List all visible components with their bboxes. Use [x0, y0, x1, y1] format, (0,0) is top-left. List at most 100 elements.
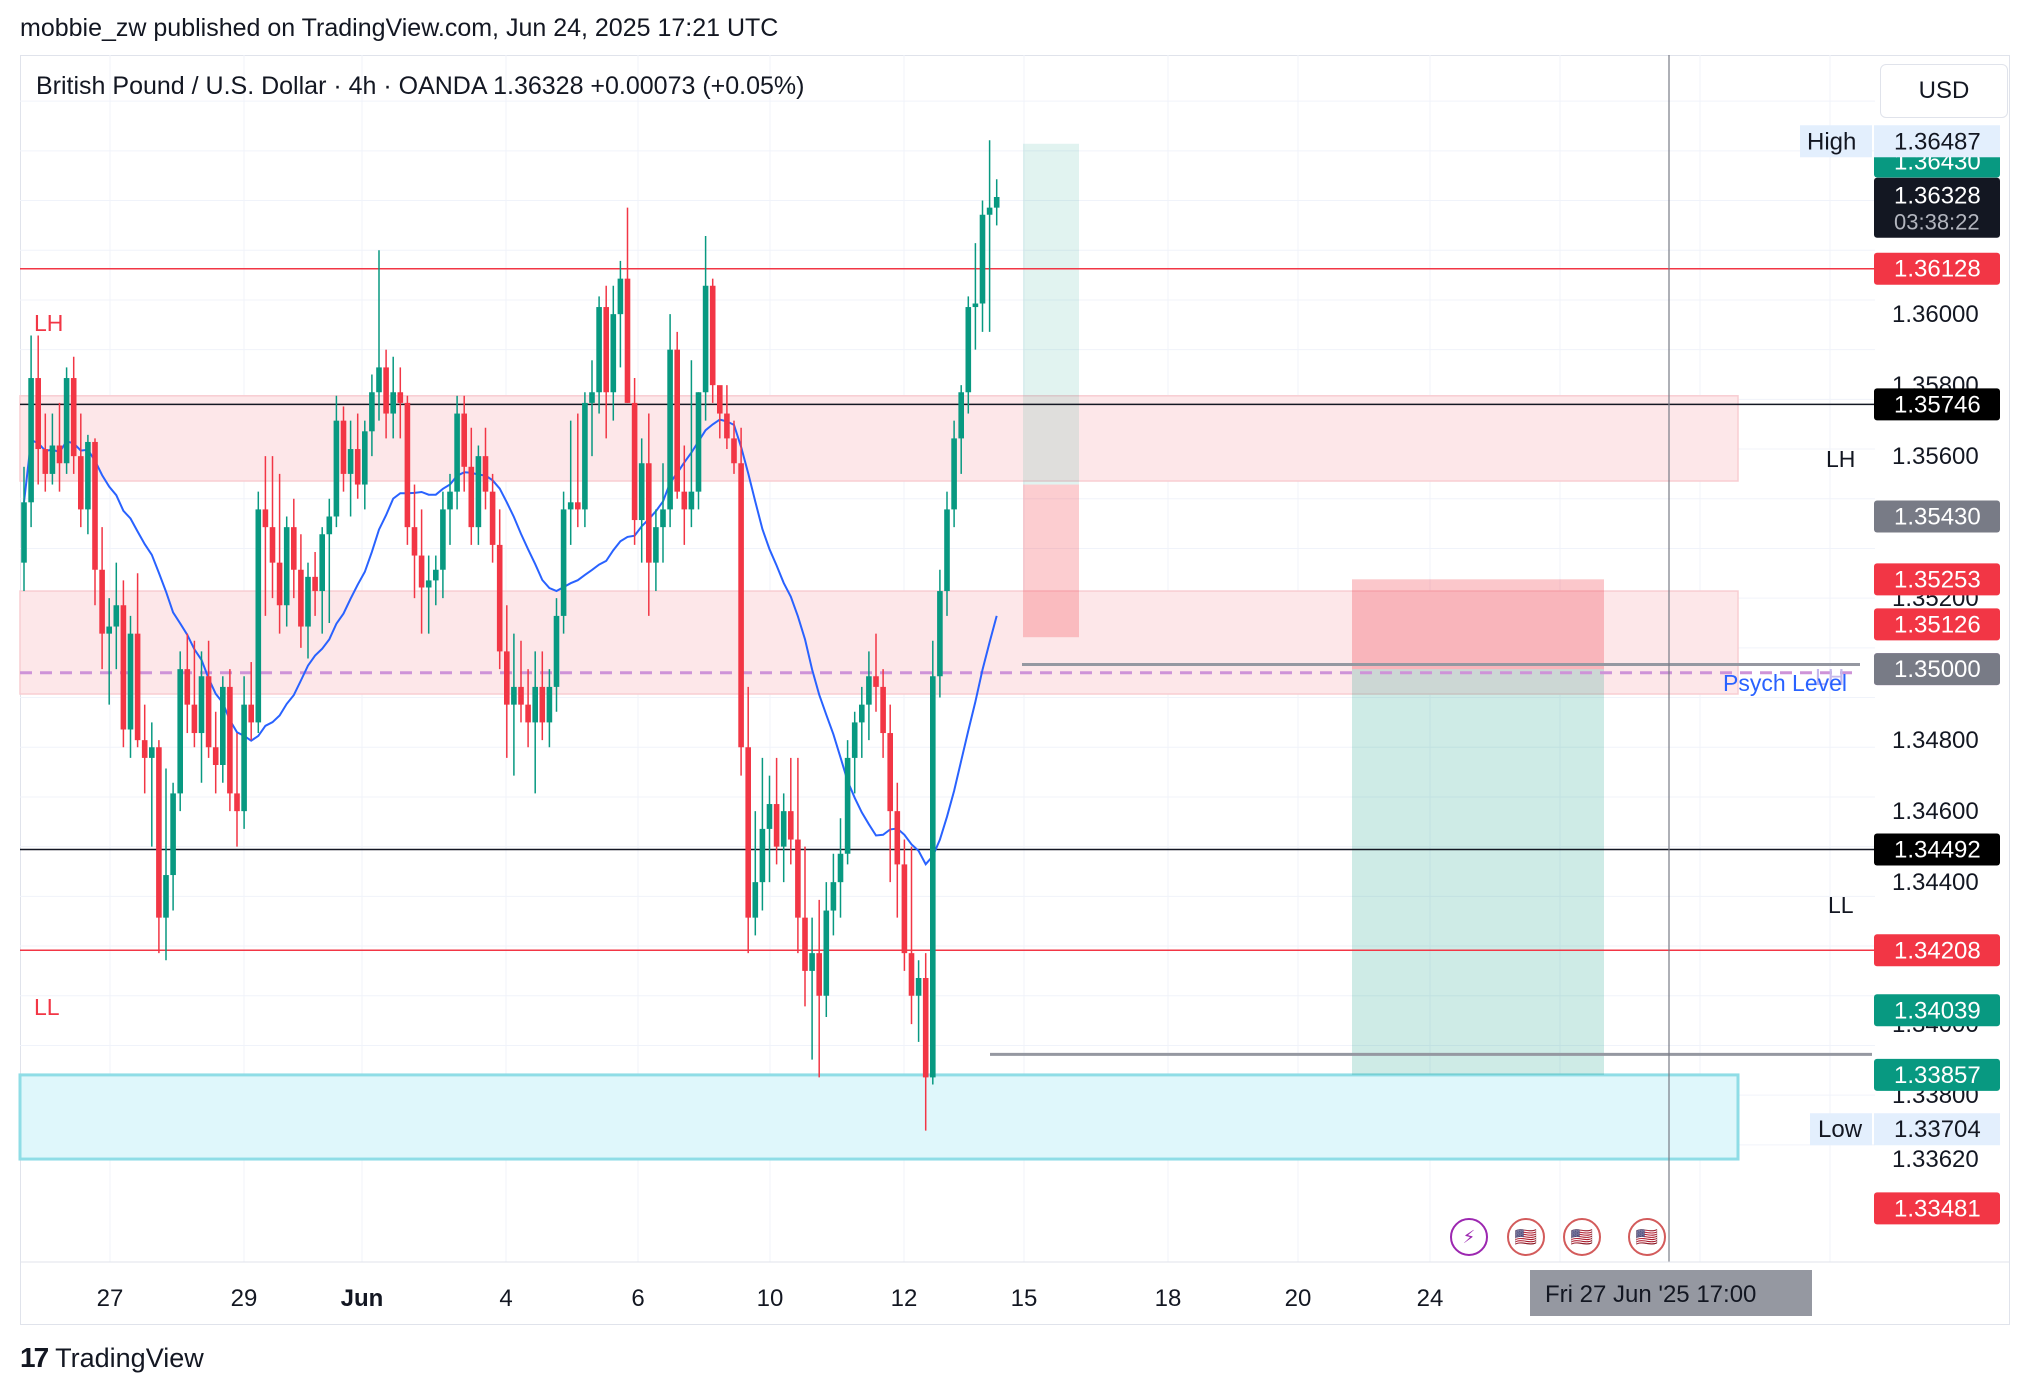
candle-body[interactable] [298, 569, 304, 627]
candle-body[interactable] [667, 349, 673, 510]
currency-button[interactable]: USD [1880, 64, 2008, 118]
candle-body[interactable] [63, 378, 70, 464]
candle-body[interactable] [149, 747, 155, 758]
candle-body[interactable] [156, 747, 162, 918]
candle-body[interactable] [816, 953, 822, 996]
candle-body[interactable] [42, 449, 49, 474]
candle-body[interactable] [205, 676, 212, 748]
candle-body[interactable] [660, 509, 666, 528]
candle-body[interactable] [617, 278, 624, 315]
candle-body[interactable] [362, 431, 368, 485]
candle-body[interactable] [319, 534, 325, 592]
candle-body[interactable] [702, 285, 709, 393]
candle-body[interactable] [440, 509, 446, 570]
candle-body[interactable] [198, 676, 205, 734]
candle-body[interactable] [837, 853, 844, 883]
candle-body[interactable] [255, 509, 262, 723]
candle-body[interactable] [851, 722, 858, 758]
candle-body[interactable] [305, 576, 311, 627]
candle-body[interactable] [653, 527, 659, 563]
candle-body[interactable] [241, 704, 247, 812]
candle-body[interactable] [92, 441, 98, 570]
candle-body[interactable] [780, 811, 787, 847]
candle-body[interactable] [759, 828, 766, 883]
candle-body[interactable] [681, 491, 688, 510]
candle-body[interactable] [575, 502, 581, 510]
candle-body[interactable] [468, 466, 475, 528]
candle-body[interactable] [631, 402, 638, 521]
candle-body[interactable] [397, 392, 404, 403]
us-flag-icon[interactable]: 🇺🇸 [1628, 1218, 1666, 1256]
candle-body[interactable] [49, 445, 56, 474]
candle-body[interactable] [35, 378, 41, 450]
candle-body[interactable] [773, 804, 780, 847]
candle-body[interactable] [333, 420, 340, 517]
candle-body[interactable] [873, 676, 879, 687]
candle-body[interactable] [745, 747, 751, 918]
candle-body[interactable] [901, 864, 908, 954]
candle-body[interactable] [340, 420, 347, 474]
candle-body[interactable] [227, 686, 233, 794]
candle-body[interactable] [404, 402, 411, 528]
candle-body[interactable] [262, 509, 269, 528]
candle-body[interactable] [376, 367, 382, 393]
candle-body[interactable] [269, 527, 276, 563]
candle-body[interactable] [823, 910, 830, 996]
candle-body[interactable] [674, 349, 680, 492]
candle-body[interactable] [589, 392, 595, 403]
us-flag-icon[interactable]: 🇺🇸 [1563, 1218, 1601, 1256]
candle-body[interactable] [930, 676, 936, 1078]
candle-body[interactable] [411, 527, 418, 556]
candle-body[interactable] [220, 686, 226, 765]
candle-body[interactable] [866, 676, 872, 705]
candle-body[interactable] [134, 633, 141, 741]
candle-body[interactable] [951, 438, 957, 510]
candle-body[interactable] [369, 392, 375, 432]
candle-body[interactable] [915, 978, 922, 996]
candle-body[interactable] [248, 704, 254, 723]
candle-body[interactable] [418, 555, 425, 588]
candle-body[interactable] [795, 839, 801, 918]
candle-body[interactable] [425, 580, 432, 588]
candle-body[interactable] [283, 527, 290, 606]
candle-body[interactable] [752, 882, 759, 918]
candle-body[interactable] [539, 686, 546, 723]
candle-body[interactable] [688, 491, 695, 510]
candle-body[interactable] [844, 757, 851, 854]
candle-body[interactable] [433, 569, 439, 581]
candle-body[interactable] [291, 527, 297, 570]
candle-body[interactable] [482, 456, 489, 492]
candle-body[interactable] [447, 491, 453, 510]
candle-body[interactable] [70, 378, 77, 457]
candle-body[interactable] [596, 307, 602, 393]
candle-body[interactable] [965, 307, 972, 393]
candle-body[interactable] [724, 413, 730, 439]
candle-body[interactable] [567, 502, 574, 510]
candle-body[interactable] [546, 686, 553, 723]
candle-body[interactable] [113, 605, 120, 627]
candle-body[interactable] [127, 633, 134, 730]
candle-body[interactable] [99, 569, 105, 634]
candle-body[interactable] [788, 811, 794, 840]
candle-body[interactable] [170, 793, 176, 876]
candle-body[interactable] [894, 811, 901, 865]
candle-body[interactable] [496, 544, 503, 652]
candle-body[interactable] [85, 441, 91, 510]
candle-body[interactable] [979, 214, 986, 304]
candle-body[interactable] [326, 516, 333, 535]
candle-body[interactable] [511, 686, 517, 705]
candle-body[interactable] [717, 385, 723, 414]
candle-body[interactable] [830, 882, 837, 911]
candle-body[interactable] [532, 686, 538, 723]
candle-body[interactable] [560, 509, 567, 616]
candle-body[interactable] [908, 953, 915, 996]
candle-body[interactable] [383, 367, 389, 414]
candle-body[interactable] [646, 463, 652, 563]
candle-body[interactable] [809, 953, 815, 971]
candle-body[interactable] [184, 669, 191, 705]
candle-body[interactable] [553, 615, 560, 687]
candle-body[interactable] [504, 651, 510, 705]
candle-body[interactable] [880, 686, 886, 734]
candle-body[interactable] [163, 875, 169, 918]
